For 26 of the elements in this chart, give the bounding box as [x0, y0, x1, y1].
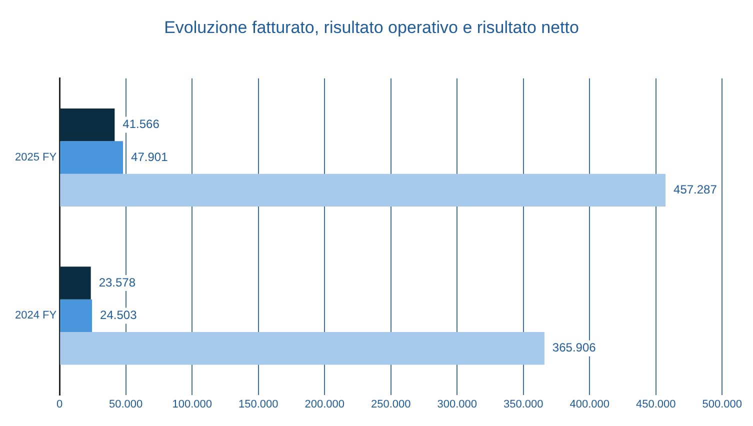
x-tick-label: 150.000 — [238, 398, 278, 410]
data-label: 24.503 — [100, 308, 138, 322]
x-tick-label: 50.000 — [109, 398, 143, 410]
x-tick-label: 100.000 — [172, 398, 212, 410]
y-tick-label: 2024 FY — [14, 310, 58, 322]
x-tick-label: 0 — [56, 398, 63, 410]
x-tick-label: 400.000 — [570, 398, 610, 410]
data-label: 41.566 — [122, 117, 160, 132]
y-tick-label: 2025 FY — [14, 152, 58, 164]
chart-title: Evoluzione fatturato, risultato operativo e risultato netto — [164, 18, 579, 37]
x-tick-label: 250.000 — [370, 398, 411, 410]
bar — [60, 141, 124, 174]
x-tick-label: 200.000 — [304, 398, 344, 410]
bar — [60, 299, 92, 332]
bar — [60, 266, 91, 300]
x-tick-label: 450.000 — [636, 398, 676, 410]
bar — [60, 332, 544, 365]
data-label: 23.578 — [98, 275, 136, 290]
bar — [60, 174, 666, 207]
x-tick-label: 300.000 — [437, 398, 477, 410]
x-tick-label: 350.000 — [503, 398, 544, 410]
data-label: 47.901 — [131, 150, 168, 164]
bar — [60, 108, 115, 142]
x-tick-label: 500.000 — [702, 398, 742, 410]
data-label: 365.906 — [552, 340, 596, 355]
data-label: 457.287 — [674, 182, 718, 197]
